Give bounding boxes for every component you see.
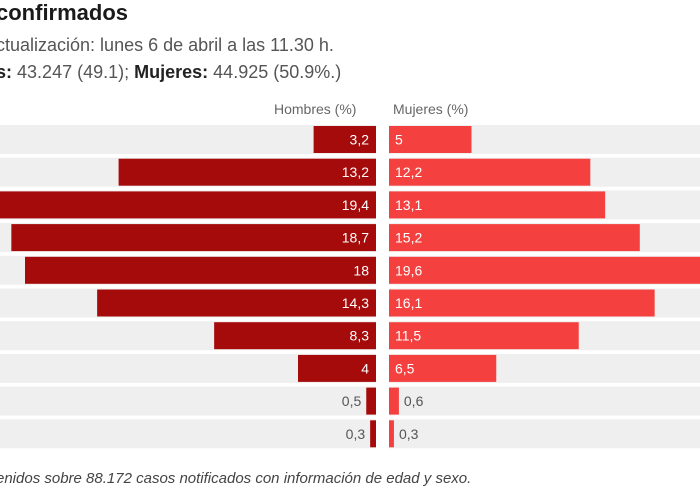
women-bar xyxy=(389,420,394,448)
men-bar xyxy=(298,354,376,382)
update-subtitle: ctualización: lunes 6 de abril a las 11.… xyxy=(0,35,334,55)
men-bar xyxy=(370,420,376,448)
women-value-label: 15,2 xyxy=(395,230,422,246)
men-value-label: 3,2 xyxy=(350,132,370,148)
men-total-label: s: xyxy=(0,62,13,82)
footnote: enidos sobre 88.172 casos notificados co… xyxy=(0,470,472,487)
women-value-label: 6,5 xyxy=(395,360,415,376)
totals-line: s: 43.247 (49.1); Mujeres: 44.925 (50.9%… xyxy=(0,62,341,83)
men-value-label: 0,3 xyxy=(346,426,366,442)
women-bar xyxy=(389,322,579,350)
men-value-label: 14,3 xyxy=(342,295,369,311)
men-value-label: 0,5 xyxy=(342,393,362,409)
women-bar xyxy=(389,158,591,186)
men-bar xyxy=(25,256,376,284)
men-value-label: 18 xyxy=(353,262,369,278)
women-value-label: 16,1 xyxy=(395,295,422,311)
women-total-label: Mujeres: xyxy=(134,62,209,82)
men-value-label: 8,3 xyxy=(350,328,370,344)
women-value-label: 13,1 xyxy=(395,197,422,213)
men-bar xyxy=(313,126,376,153)
women-bar xyxy=(389,191,606,219)
women-bar xyxy=(389,354,497,382)
men-bar xyxy=(11,224,376,252)
men-value-label: 19,4 xyxy=(342,197,369,213)
men-bar xyxy=(97,289,377,317)
women-column-header: Mujeres (%) xyxy=(393,101,469,117)
men-row-band xyxy=(0,419,376,449)
men-row-band xyxy=(0,125,376,154)
women-bar xyxy=(389,289,655,317)
women-value-label: 0,3 xyxy=(399,426,419,442)
men-column-header: Hombres (%) xyxy=(274,101,357,117)
women-value-label: 11,5 xyxy=(395,328,421,344)
women-bar xyxy=(389,387,399,415)
women-value-label: 5 xyxy=(395,132,403,148)
women-row-band xyxy=(389,386,700,416)
men-bar xyxy=(366,387,376,415)
men-row-band xyxy=(0,386,376,416)
women-bar xyxy=(389,256,700,284)
women-value-label: 0,6 xyxy=(404,393,424,409)
men-bar xyxy=(0,191,376,219)
men-bar xyxy=(214,322,376,350)
women-value-label: 19,6 xyxy=(395,262,422,278)
men-value-label: 18,7 xyxy=(342,230,369,246)
women-bar xyxy=(389,224,640,252)
women-value-label: 12,2 xyxy=(395,164,422,180)
chart-title: confirmados xyxy=(0,0,129,25)
women-row-band xyxy=(389,419,700,449)
men-total-value: 43.247 (49.1); xyxy=(17,62,130,82)
women-bar xyxy=(389,126,472,153)
men-value-label: 4 xyxy=(361,360,369,376)
men-bar xyxy=(118,158,376,186)
women-total-value: 44.925 (50.9%.) xyxy=(213,62,342,82)
men-value-label: 13,2 xyxy=(342,164,369,180)
